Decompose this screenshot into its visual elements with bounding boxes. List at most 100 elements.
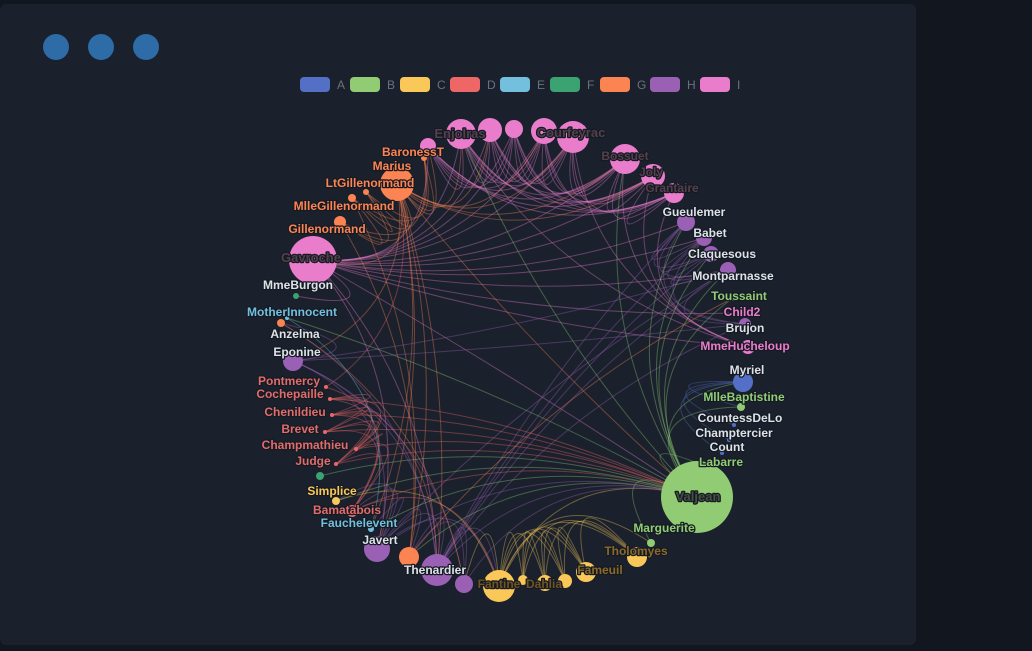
graph-node-fauchelevent[interactable]	[368, 526, 374, 532]
graph-node-champtercier[interactable]	[727, 438, 731, 442]
graph-node-favourite[interactable]	[518, 575, 528, 585]
graph-edge	[324, 407, 369, 433]
graph-node-chenildieu[interactable]	[330, 413, 334, 417]
graph-node-marguerite[interactable]	[647, 539, 655, 547]
legend-item-G[interactable]: G	[600, 77, 646, 92]
graph-label-child2: Child2	[724, 305, 761, 319]
graph-node-bamatabois[interactable]	[346, 505, 358, 517]
graph-edge	[436, 485, 698, 571]
graph-node-courfeyrac[interactable]	[557, 121, 589, 153]
graph-node-grantaire[interactable]	[664, 183, 684, 203]
window-control-dot[interactable]	[88, 34, 114, 60]
graph-edge	[280, 322, 438, 571]
graph-edge	[498, 533, 546, 587]
graph-node-enjolras[interactable]	[446, 119, 476, 149]
graph-edge	[683, 269, 746, 325]
legend-item-C[interactable]: C	[400, 77, 446, 92]
graph-label-mmeburgon: MmeBurgon	[263, 278, 333, 292]
graph-edge	[683, 381, 744, 441]
graph-edge	[335, 453, 382, 512]
graph-node-tholomyes[interactable]	[627, 547, 647, 567]
graph-node-gueulemer[interactable]	[677, 213, 695, 231]
graph-node-babet[interactable]	[696, 230, 712, 246]
graph-node-bossuet[interactable]	[610, 144, 640, 174]
graph-edge	[611, 158, 675, 220]
graph-edge	[572, 136, 749, 348]
graph-node-combeferre[interactable]	[478, 118, 502, 142]
graph-node-thenardier[interactable]	[421, 554, 453, 586]
graph-node-fantine[interactable]	[483, 570, 515, 602]
graph-node-simplice[interactable]	[332, 497, 340, 505]
window-control-dot[interactable]	[43, 34, 69, 60]
graph-node-myriel[interactable]	[733, 372, 753, 392]
graph-node-mllebaptistine[interactable]	[737, 403, 745, 411]
graph-node-isabeau[interactable]	[316, 472, 324, 480]
legend-item-A[interactable]: A	[300, 77, 345, 92]
graph-label-valjean: Valjean	[676, 489, 721, 504]
graph-edge	[396, 129, 491, 207]
graph-node-mmethenardier[interactable]	[455, 575, 473, 593]
graph-node-champmathieu[interactable]	[354, 447, 358, 451]
legend-swatch	[700, 77, 730, 92]
graph-node-zephine[interactable]	[558, 574, 572, 588]
graph-node-fameuil[interactable]	[576, 562, 596, 582]
legend-item-I[interactable]: I	[700, 77, 740, 92]
graph-edge	[522, 526, 587, 581]
graph-edge	[541, 130, 574, 185]
graph-edge	[408, 297, 734, 558]
graph-node-gillenormand[interactable]	[334, 216, 346, 228]
window-control-dot[interactable]	[133, 34, 159, 60]
graph-node-dahlia[interactable]	[537, 575, 553, 591]
legend-item-H[interactable]: H	[650, 77, 696, 92]
graph-node-motherinnocent[interactable]	[285, 316, 289, 320]
graph-node-count[interactable]	[720, 451, 724, 455]
graph-label-ltgillenormand: LtGillenormand	[326, 176, 415, 190]
graph-node-bahorel[interactable]	[420, 138, 436, 154]
graph-edge	[339, 191, 389, 244]
graph-node-javert[interactable]	[364, 536, 390, 562]
graph-label-brujon: Brujon	[726, 321, 765, 335]
graph-node-ltgillenormand[interactable]	[363, 189, 369, 195]
graph-node-cochepaille[interactable]	[328, 397, 332, 401]
graph-node-anzelma[interactable]	[277, 319, 285, 327]
graph-node-feuilly[interactable]	[531, 118, 557, 144]
graph-node-countessdelo[interactable]	[732, 423, 736, 427]
graph-edge	[436, 237, 705, 571]
graph-node-baronesst[interactable]	[421, 155, 427, 161]
graph-node-brevet[interactable]	[323, 430, 327, 434]
graph-edge	[396, 183, 698, 498]
graph-node-labarre[interactable]	[711, 467, 717, 473]
graph-edge	[436, 527, 500, 587]
graph-node-joly[interactable]	[641, 164, 665, 188]
graph-label-claquesous: Claquesous	[688, 247, 756, 261]
graph-node-gavroche[interactable]	[289, 236, 337, 284]
graph-node-child2[interactable]	[732, 310, 738, 316]
legend-label: G	[637, 78, 646, 92]
legend-item-F[interactable]: F	[550, 77, 594, 92]
legend-item-E[interactable]: E	[500, 77, 545, 92]
graph-label-gillenormand: Gillenormand	[288, 222, 365, 236]
graph-node-marius[interactable]	[380, 167, 414, 201]
graph-node-judge[interactable]	[334, 462, 338, 466]
graph-node-pontmercy[interactable]	[324, 385, 328, 389]
legend-item-B[interactable]: B	[350, 77, 395, 92]
legend-label: E	[537, 78, 545, 92]
graph-label-bossuet: Bossuet	[601, 149, 648, 163]
graph-node-toussaint[interactable]	[730, 295, 736, 301]
graph-node-mmehucheloup[interactable]	[741, 340, 755, 354]
graph-node-claquesous[interactable]	[703, 246, 719, 262]
legend-item-D[interactable]: D	[450, 77, 496, 92]
graph-label-dahlia: Dahlia	[526, 577, 562, 591]
graph-label-anzelma: Anzelma	[270, 327, 320, 341]
graph-edge	[543, 130, 675, 213]
graph-node-eponine[interactable]	[283, 351, 303, 371]
graph-node-prouvaire[interactable]	[505, 120, 523, 138]
graph-node-brujon[interactable]	[739, 318, 751, 330]
graph-node-mmeburgon[interactable]	[293, 293, 299, 299]
graph-node-valjean[interactable]	[661, 461, 733, 533]
graph-node-mllegillenormand[interactable]	[348, 194, 356, 202]
graph-node-montparnasse[interactable]	[720, 262, 736, 278]
legend-label: I	[737, 78, 740, 92]
graph-node-cosette[interactable]	[399, 547, 419, 567]
